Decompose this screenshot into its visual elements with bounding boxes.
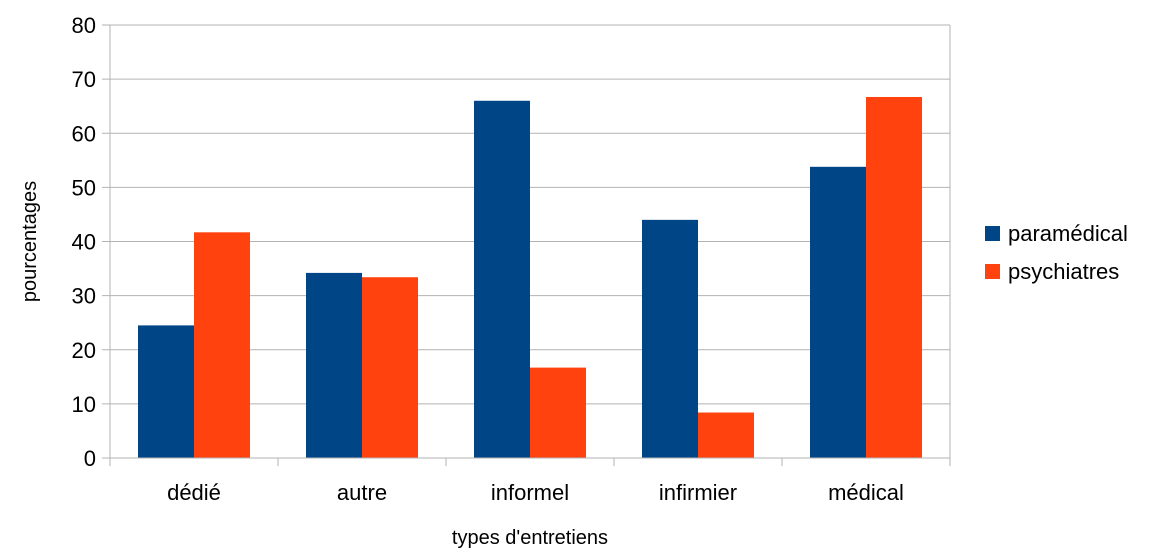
legend: paramédical psychiatres <box>985 221 1128 284</box>
x-tick-label: dédié <box>167 480 221 505</box>
legend-label-psychiatres: psychiatres <box>1008 259 1119 284</box>
bar-psychiatres-médical <box>866 96 922 458</box>
bar-paramédical-dédié <box>138 325 194 458</box>
x-axis-title: types d'entretiens <box>452 527 608 549</box>
y-tick-label: 70 <box>72 67 96 92</box>
y-tick-label: 40 <box>72 230 96 255</box>
y-tick-label: 80 <box>72 13 96 38</box>
y-tick-label: 50 <box>72 175 96 200</box>
x-tick-label: médical <box>828 480 904 505</box>
bar-psychiatres-infirmier <box>698 412 754 458</box>
y-tick-labels: 0 10 20 30 40 50 60 70 80 <box>72 13 96 471</box>
y-tick-label: 20 <box>72 338 96 363</box>
y-tick-label: 10 <box>72 392 96 417</box>
y-tick-label: 0 <box>84 446 96 471</box>
axes <box>102 24 951 466</box>
x-tick-labels: dédié autre informel infirmier médical <box>167 480 904 505</box>
legend-swatch-paramédical <box>985 226 1000 241</box>
legend-swatch-psychiatres <box>985 264 1000 279</box>
x-tick-label: autre <box>337 480 387 505</box>
bar-paramédical-médical <box>810 166 866 458</box>
bar-psychiatres-informel <box>530 367 586 458</box>
bar-psychiatres-autre <box>362 277 418 458</box>
x-tick-label: infirmier <box>659 480 737 505</box>
bar-paramédical-autre <box>306 272 362 458</box>
y-tick-label: 60 <box>72 121 96 146</box>
bars <box>138 96 922 459</box>
bar-paramédical-informel <box>474 100 530 459</box>
bar-psychiatres-dédié <box>194 232 250 458</box>
bar-paramédical-infirmier <box>642 219 698 458</box>
x-tick-label: informel <box>491 480 569 505</box>
legend-label-paramédical: paramédical <box>1008 221 1128 246</box>
y-tick-label: 30 <box>72 284 96 309</box>
y-axis-title: pourcentages <box>19 181 41 302</box>
